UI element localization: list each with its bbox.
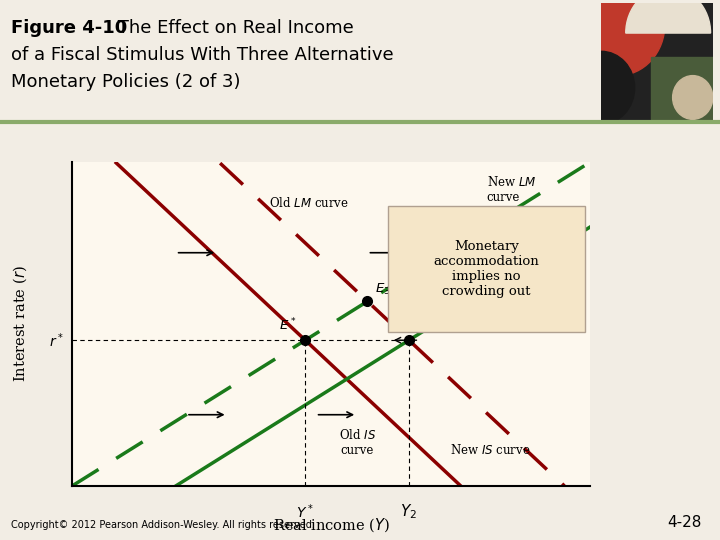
Circle shape xyxy=(571,0,665,76)
Text: Old $IS$
curve: Old $IS$ curve xyxy=(338,428,376,457)
Text: Copyright© 2012 Pearson Addison-Wesley. All rights reserved.: Copyright© 2012 Pearson Addison-Wesley. … xyxy=(11,520,315,530)
Circle shape xyxy=(672,76,713,119)
Text: The Effect on Real Income: The Effect on Real Income xyxy=(112,19,354,37)
Text: $Y_2$: $Y_2$ xyxy=(400,502,418,521)
Text: $r^*$: $r^*$ xyxy=(50,331,64,349)
Text: Monetary
accommodation
implies no
crowding out: Monetary accommodation implies no crowdi… xyxy=(434,240,539,298)
Text: $E_3$: $E_3$ xyxy=(375,282,391,298)
Text: Figure 4-10: Figure 4-10 xyxy=(11,19,127,37)
Text: $E^*$: $E^*$ xyxy=(279,317,297,334)
Wedge shape xyxy=(626,0,711,33)
Bar xyxy=(652,57,713,124)
X-axis label: Real income ($Y$): Real income ($Y$) xyxy=(273,517,390,534)
Text: Monetary Policies (2 of 3): Monetary Policies (2 of 3) xyxy=(11,73,240,91)
Text: New $LM$
curve: New $LM$ curve xyxy=(487,175,536,204)
Text: of a Fiscal Stimulus With Three Alternative: of a Fiscal Stimulus With Three Alternat… xyxy=(11,46,393,64)
Text: Interest rate ($r$): Interest rate ($r$) xyxy=(12,266,29,382)
Text: New $IS$ curve: New $IS$ curve xyxy=(451,443,531,457)
Text: $E_2$: $E_2$ xyxy=(404,320,419,335)
FancyBboxPatch shape xyxy=(388,206,585,332)
Text: $Y^*$: $Y^*$ xyxy=(297,502,314,521)
Wedge shape xyxy=(601,51,635,124)
Text: 4-28: 4-28 xyxy=(667,515,702,530)
Text: Old $LM$ curve: Old $LM$ curve xyxy=(269,197,348,211)
